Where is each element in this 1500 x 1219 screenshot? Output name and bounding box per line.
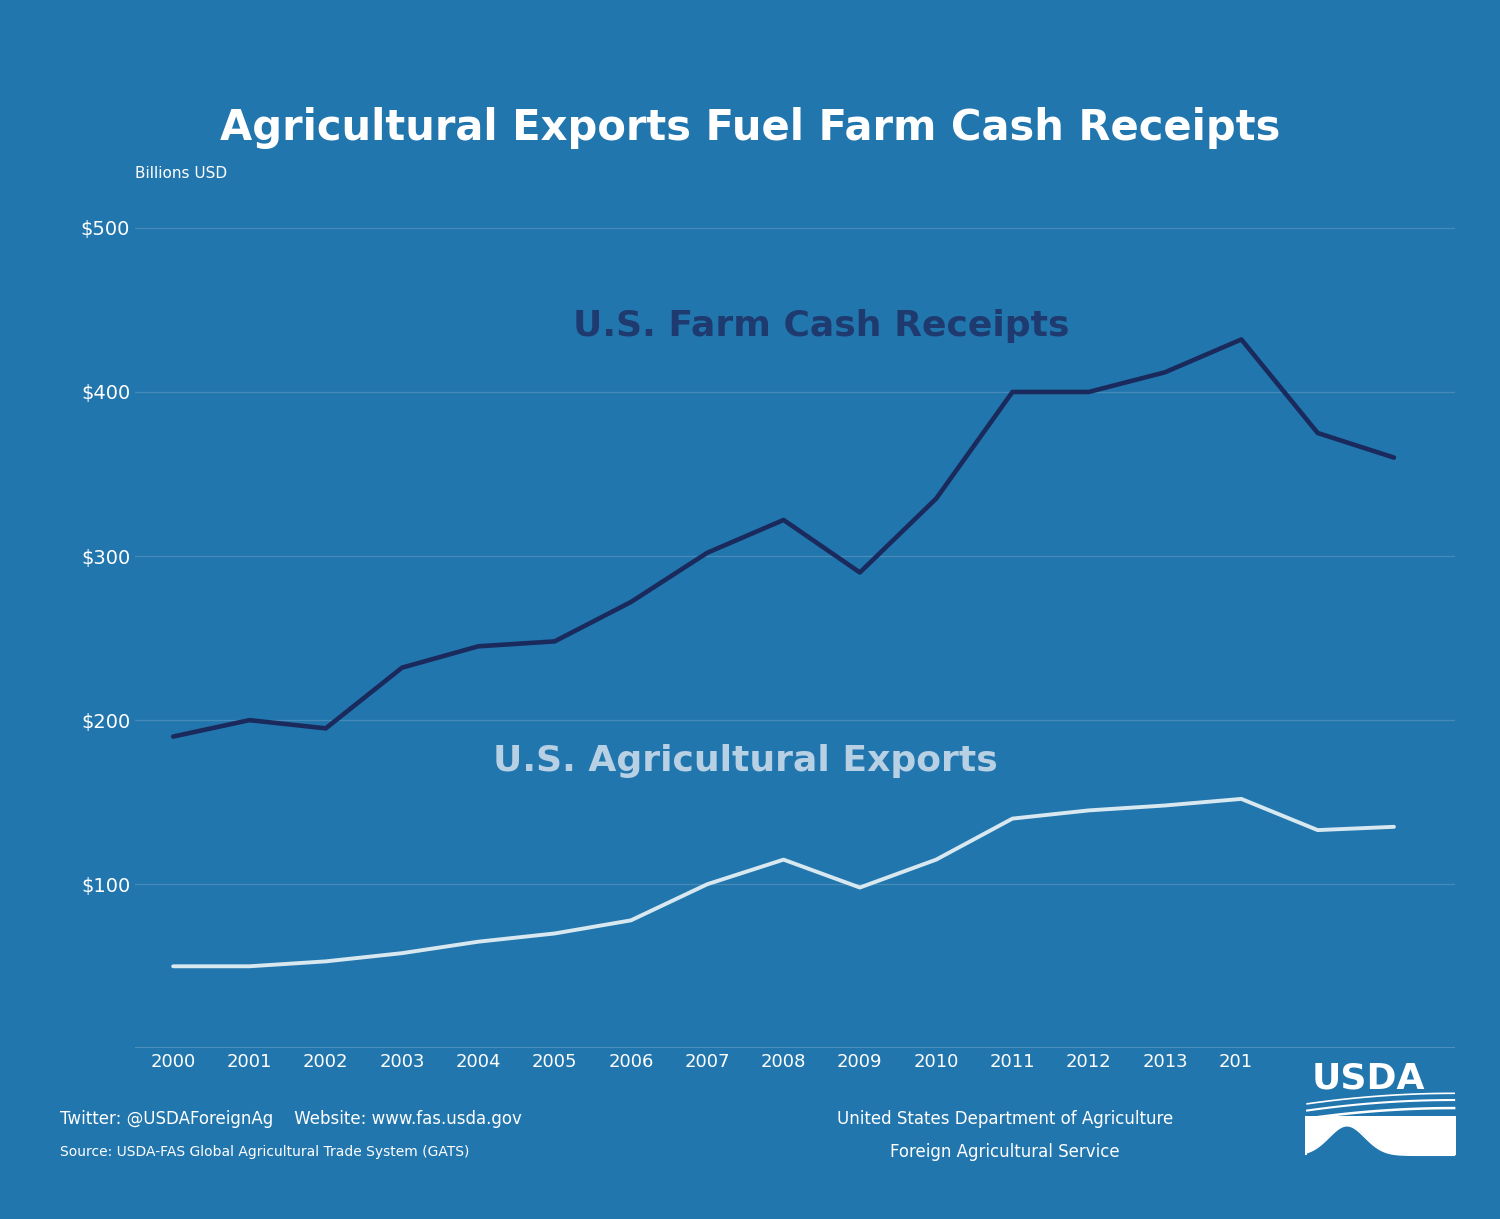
Text: Source: USDA-FAS Global Agricultural Trade System (GATS): Source: USDA-FAS Global Agricultural Tra… bbox=[60, 1145, 470, 1159]
Text: Foreign Agricultural Service: Foreign Agricultural Service bbox=[890, 1143, 1120, 1160]
Text: U.S. Agricultural Exports: U.S. Agricultural Exports bbox=[494, 744, 998, 778]
Text: Agricultural Exports Fuel Farm Cash Receipts: Agricultural Exports Fuel Farm Cash Rece… bbox=[220, 107, 1280, 149]
Text: USDA: USDA bbox=[1311, 1062, 1425, 1096]
Text: U.S. Farm Cash Receipts: U.S. Farm Cash Receipts bbox=[573, 310, 1070, 344]
Bar bbox=[1305, 1117, 1456, 1186]
Text: Twitter: @USDAForeignAg    Website: www.fas.usda.gov: Twitter: @USDAForeignAg Website: www.fas… bbox=[60, 1111, 522, 1128]
Text: Billions USD: Billions USD bbox=[135, 166, 226, 180]
Text: United States Department of Agriculture: United States Department of Agriculture bbox=[837, 1111, 1173, 1128]
Polygon shape bbox=[1305, 1156, 1456, 1186]
